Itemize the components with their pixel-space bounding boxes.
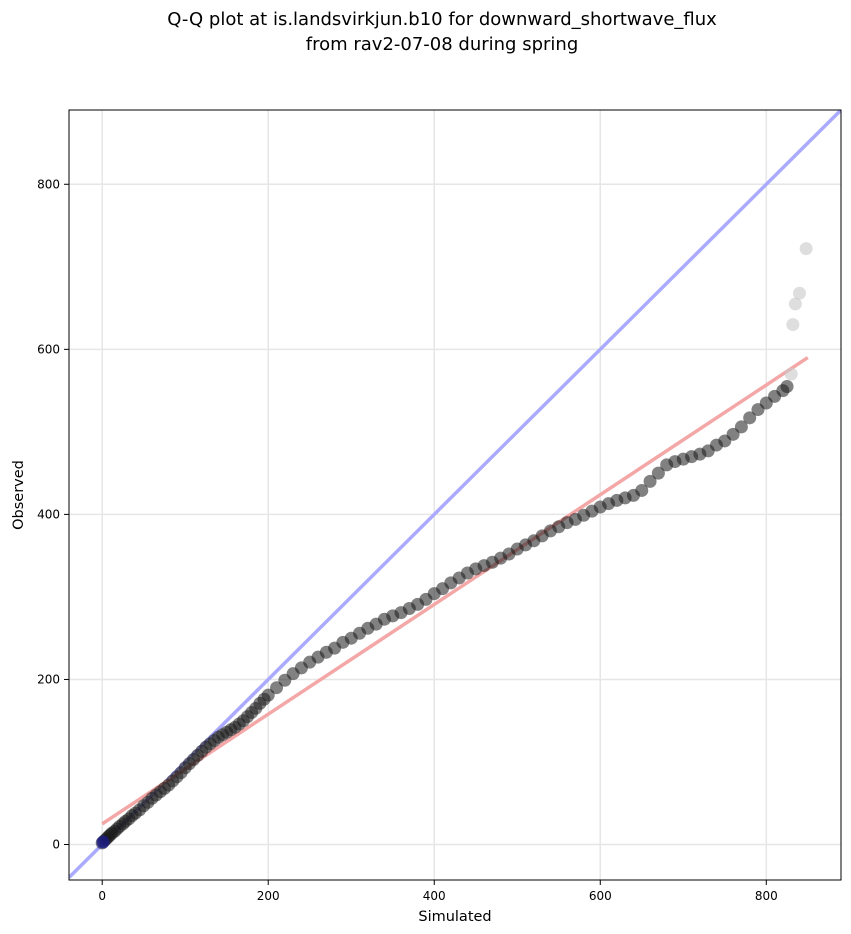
y-axis-ticks: 0 200 400 600 800 — [37, 177, 69, 852]
qq-point — [651, 466, 665, 480]
x-tick-label: 200 — [257, 889, 280, 903]
qq-point — [643, 474, 657, 488]
qq-point-outlier — [792, 286, 806, 300]
fit-line — [101, 356, 809, 826]
chart-title-line-2: from rav2-07-08 during spring — [306, 34, 579, 55]
x-tick-label: 0 — [98, 889, 106, 903]
x-tick-label: 800 — [755, 889, 778, 903]
y-tick-label: 800 — [37, 177, 60, 191]
x-tick-label: 400 — [423, 889, 446, 903]
qq-point — [780, 379, 794, 393]
y-tick-label: 200 — [37, 672, 60, 686]
data-points — [95, 242, 813, 850]
y-tick-label: 600 — [37, 342, 60, 356]
qq-point-outlier — [799, 242, 813, 256]
y-tick-label: 400 — [37, 507, 60, 521]
qq-point-outlier — [788, 297, 802, 311]
chart-title-line-1: Q-Q plot at is.landsvirkjun.b10 for down… — [167, 9, 717, 30]
qq-point-outlier — [784, 367, 798, 381]
x-axis-ticks: 0 200 400 600 800 — [98, 880, 778, 903]
qq-point — [635, 483, 649, 497]
y-tick-label: 0 — [52, 838, 60, 852]
qq-point-first — [96, 835, 110, 849]
qq-point — [261, 688, 275, 702]
qq-point-outlier — [786, 318, 800, 332]
y-axis-label: Observed — [11, 460, 27, 530]
qq-point — [734, 420, 748, 434]
qq-point — [270, 681, 284, 695]
plot-frame — [68, 109, 842, 881]
qq-point — [726, 427, 740, 441]
qq-point — [743, 411, 757, 425]
x-tick-label: 600 — [589, 889, 612, 903]
grid-lines — [69, 110, 841, 880]
x-axis-label: Simulated — [418, 909, 491, 925]
